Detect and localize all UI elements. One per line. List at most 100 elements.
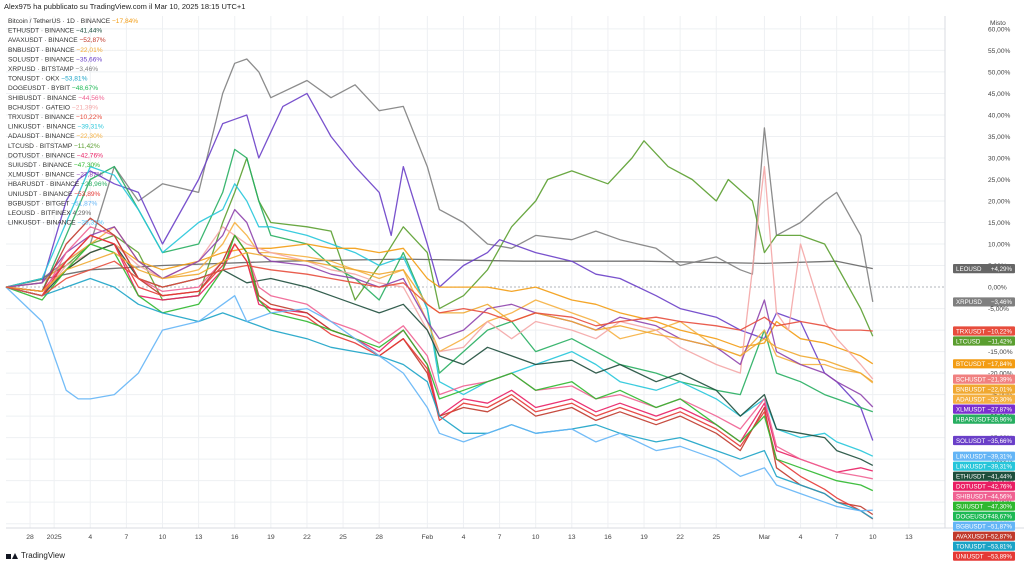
end-label-name: BGBUSDT <box>956 523 986 530</box>
end-label-solusdt: SOLUSDT −35,66% <box>953 435 1015 446</box>
x-tick-label: 7 <box>124 534 128 541</box>
series-line-uniusdt <box>5 234 874 520</box>
scale-mode-label: Misto <box>990 20 1006 27</box>
legend-entry: SOLUSDT · BINANCE −35,66% <box>8 56 102 63</box>
y-tick-label: -20,00% <box>988 371 1013 378</box>
legend-label: HBARUSDT · BINANCE <box>8 181 81 188</box>
series-line-solusdt <box>5 92 874 441</box>
legend-entry: UNIUSDT · BINANCE −53,89% <box>8 191 101 198</box>
legend-label: UNIUSDT · BINANCE <box>8 191 74 198</box>
y-tick-label: 30,00% <box>988 155 1011 162</box>
legend-label: SOLUSDT · BINANCE <box>8 56 76 63</box>
legend-value: −17,84% <box>112 18 138 25</box>
series-line-suiusdt <box>5 234 874 492</box>
end-label-name: LEOUSD <box>956 266 982 273</box>
end-label-value: −22,30% <box>987 396 1012 403</box>
end-label-box <box>953 414 1015 424</box>
end-label-box <box>953 297 1015 307</box>
end-label-ltcusd: LTCUSD −11,42% <box>953 336 1015 346</box>
end-label-dotusdt: DOTUSDT −42,76% <box>953 481 1015 491</box>
legend-entry: LINKUSDT · BINANCE −39,31% <box>8 220 104 227</box>
end-label-btcusdt: BTCUSDT −17,84% <box>953 359 1015 369</box>
legend-value: −22,01% <box>76 47 102 54</box>
end-label-value: −48,67% <box>987 513 1012 520</box>
end-label-value: −28,96% <box>987 416 1012 423</box>
x-tick-label: 10 <box>869 534 877 541</box>
end-label-value: −21,39% <box>987 376 1012 383</box>
end-label-value: −22,01% <box>987 386 1012 393</box>
series-line-bnbusdt <box>5 251 874 383</box>
brand-name: TradingView <box>21 551 66 560</box>
x-tick-label: 16 <box>604 534 612 541</box>
end-label-box <box>953 461 1015 471</box>
x-tick-label: 10 <box>159 534 167 541</box>
end-label-box <box>953 511 1015 521</box>
end-label-name: XRPUSD <box>956 299 982 306</box>
x-tick-label: 22 <box>303 534 311 541</box>
legend-label: TONUSDT · OKX <box>8 76 61 83</box>
legend-value: −44,56% <box>78 95 104 102</box>
legend-label: DOGEUSDT · BYBIT <box>8 85 72 92</box>
end-label-box <box>953 384 1015 394</box>
end-label-box <box>953 435 1015 446</box>
end-label-box <box>953 521 1015 531</box>
end-label-name: LINKUSDT <box>956 463 987 470</box>
end-label-name: UNIUSDT <box>956 553 984 560</box>
legend-label: ADAUSDT · BINANCE <box>8 133 76 140</box>
end-label-trxusdt: TRXUSDT −10,22% <box>953 326 1015 336</box>
legend-value: −28,96% <box>81 181 107 188</box>
end-label-box <box>953 491 1015 501</box>
legend-entry: XRPUSD · BITSTAMP −3,46% <box>8 66 98 73</box>
legend-value: −10,22% <box>76 114 102 121</box>
end-label-name: SUIUSDT <box>956 503 983 510</box>
end-label-box <box>953 374 1015 384</box>
end-label-value: −44,56% <box>987 493 1012 500</box>
series-line-dotusdt <box>5 234 873 473</box>
end-label-bgbusdt: BGBUSDT −51,87% <box>953 521 1015 531</box>
legend-value: −27,87% <box>76 172 102 179</box>
legend-entry: DOGEUSDT · BYBIT −48,67% <box>8 85 98 92</box>
legend-label: LEOUSD · BITFINEX <box>8 210 72 217</box>
end-label-value: −39,31% <box>987 453 1012 460</box>
end-label-value: −27,87% <box>987 406 1012 413</box>
legend-label: Bitcoin / TetherUS · 1D · BINANCE <box>8 18 112 25</box>
end-label-box <box>953 394 1015 404</box>
end-label-value: −3,46% <box>991 299 1013 306</box>
end-label-name: LTCUSD <box>956 338 981 345</box>
end-label-bnbusdt: BNBUSDT −22,01% <box>953 384 1015 394</box>
y-tick-label: 45,00% <box>988 91 1011 98</box>
series-line-xrpusd <box>5 58 874 303</box>
legend-entry: BNBUSDT · BINANCE −22,01% <box>8 47 103 54</box>
legend-label: DOTUSDT · BINANCE <box>8 152 77 159</box>
end-label-leousd: LEOUSD +4,29% <box>953 264 1015 274</box>
y-tick-label: -5,00% <box>988 306 1009 313</box>
series-line-btcusdt <box>5 243 874 365</box>
end-label-box <box>953 541 1015 551</box>
end-label-box <box>953 551 1015 561</box>
series-line-xlmusdt <box>5 208 874 408</box>
end-label-name: DOTUSDT <box>956 483 986 490</box>
x-tick-label: 28 <box>375 534 383 541</box>
y-tick-label: 0,00% <box>988 285 1007 292</box>
legend-entry: HBARUSDT · BINANCE −28,96% <box>8 181 108 188</box>
legend-label: ETHUSDT · BINANCE <box>8 28 76 35</box>
x-tick-label: 10 <box>532 534 540 541</box>
series-line-bgbusdt <box>5 286 873 512</box>
legend-value: −21,39% <box>72 104 98 111</box>
end-label-name: ETHUSDT <box>956 473 985 480</box>
legend-value: −52,87% <box>79 37 105 44</box>
end-label-value: −35,66% <box>987 438 1012 445</box>
end-label-box <box>953 451 1015 461</box>
legend-value: −35,66% <box>76 56 102 63</box>
legend-entry: BGBUSDT · BITGET −51,87% <box>8 200 97 207</box>
y-tick-label: 50,00% <box>988 69 1011 76</box>
end-label-box <box>953 336 1015 346</box>
end-label-value: −52,87% <box>987 533 1012 540</box>
legend-value: −47,30% <box>74 162 100 169</box>
end-label-name: TRXUSDT <box>956 328 985 335</box>
end-label-value: +4,29% <box>991 266 1013 273</box>
legend-value: −42,76% <box>77 152 103 159</box>
legend-entry: ETHUSDT · BINANCE −41,44% <box>8 28 102 35</box>
end-label-box <box>953 501 1015 511</box>
